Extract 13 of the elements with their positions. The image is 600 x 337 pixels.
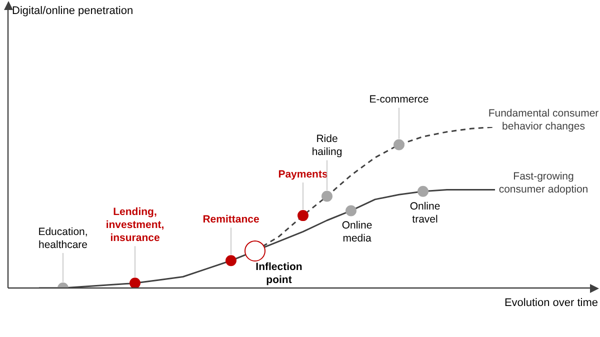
annotation: Online travel (410, 200, 440, 226)
series-label: Fundamental consumer behavior changes (488, 108, 600, 132)
annotation: Online media (342, 220, 372, 245)
annotation: Ride hailing (312, 133, 342, 158)
x-axis-title: Evolution over time (504, 297, 598, 309)
annotation: Lending, investment, insurance (106, 206, 164, 244)
annotation: Inflection point (256, 260, 302, 286)
annotation: Education, healthcare (38, 226, 88, 251)
annotation: Remittance (202, 214, 260, 226)
annotation: Payments (278, 168, 328, 181)
chart-title: Digital/online penetration (12, 5, 134, 17)
series-label: Fast-growing consumer adoption (498, 170, 588, 196)
text: E-commerce (369, 94, 429, 106)
